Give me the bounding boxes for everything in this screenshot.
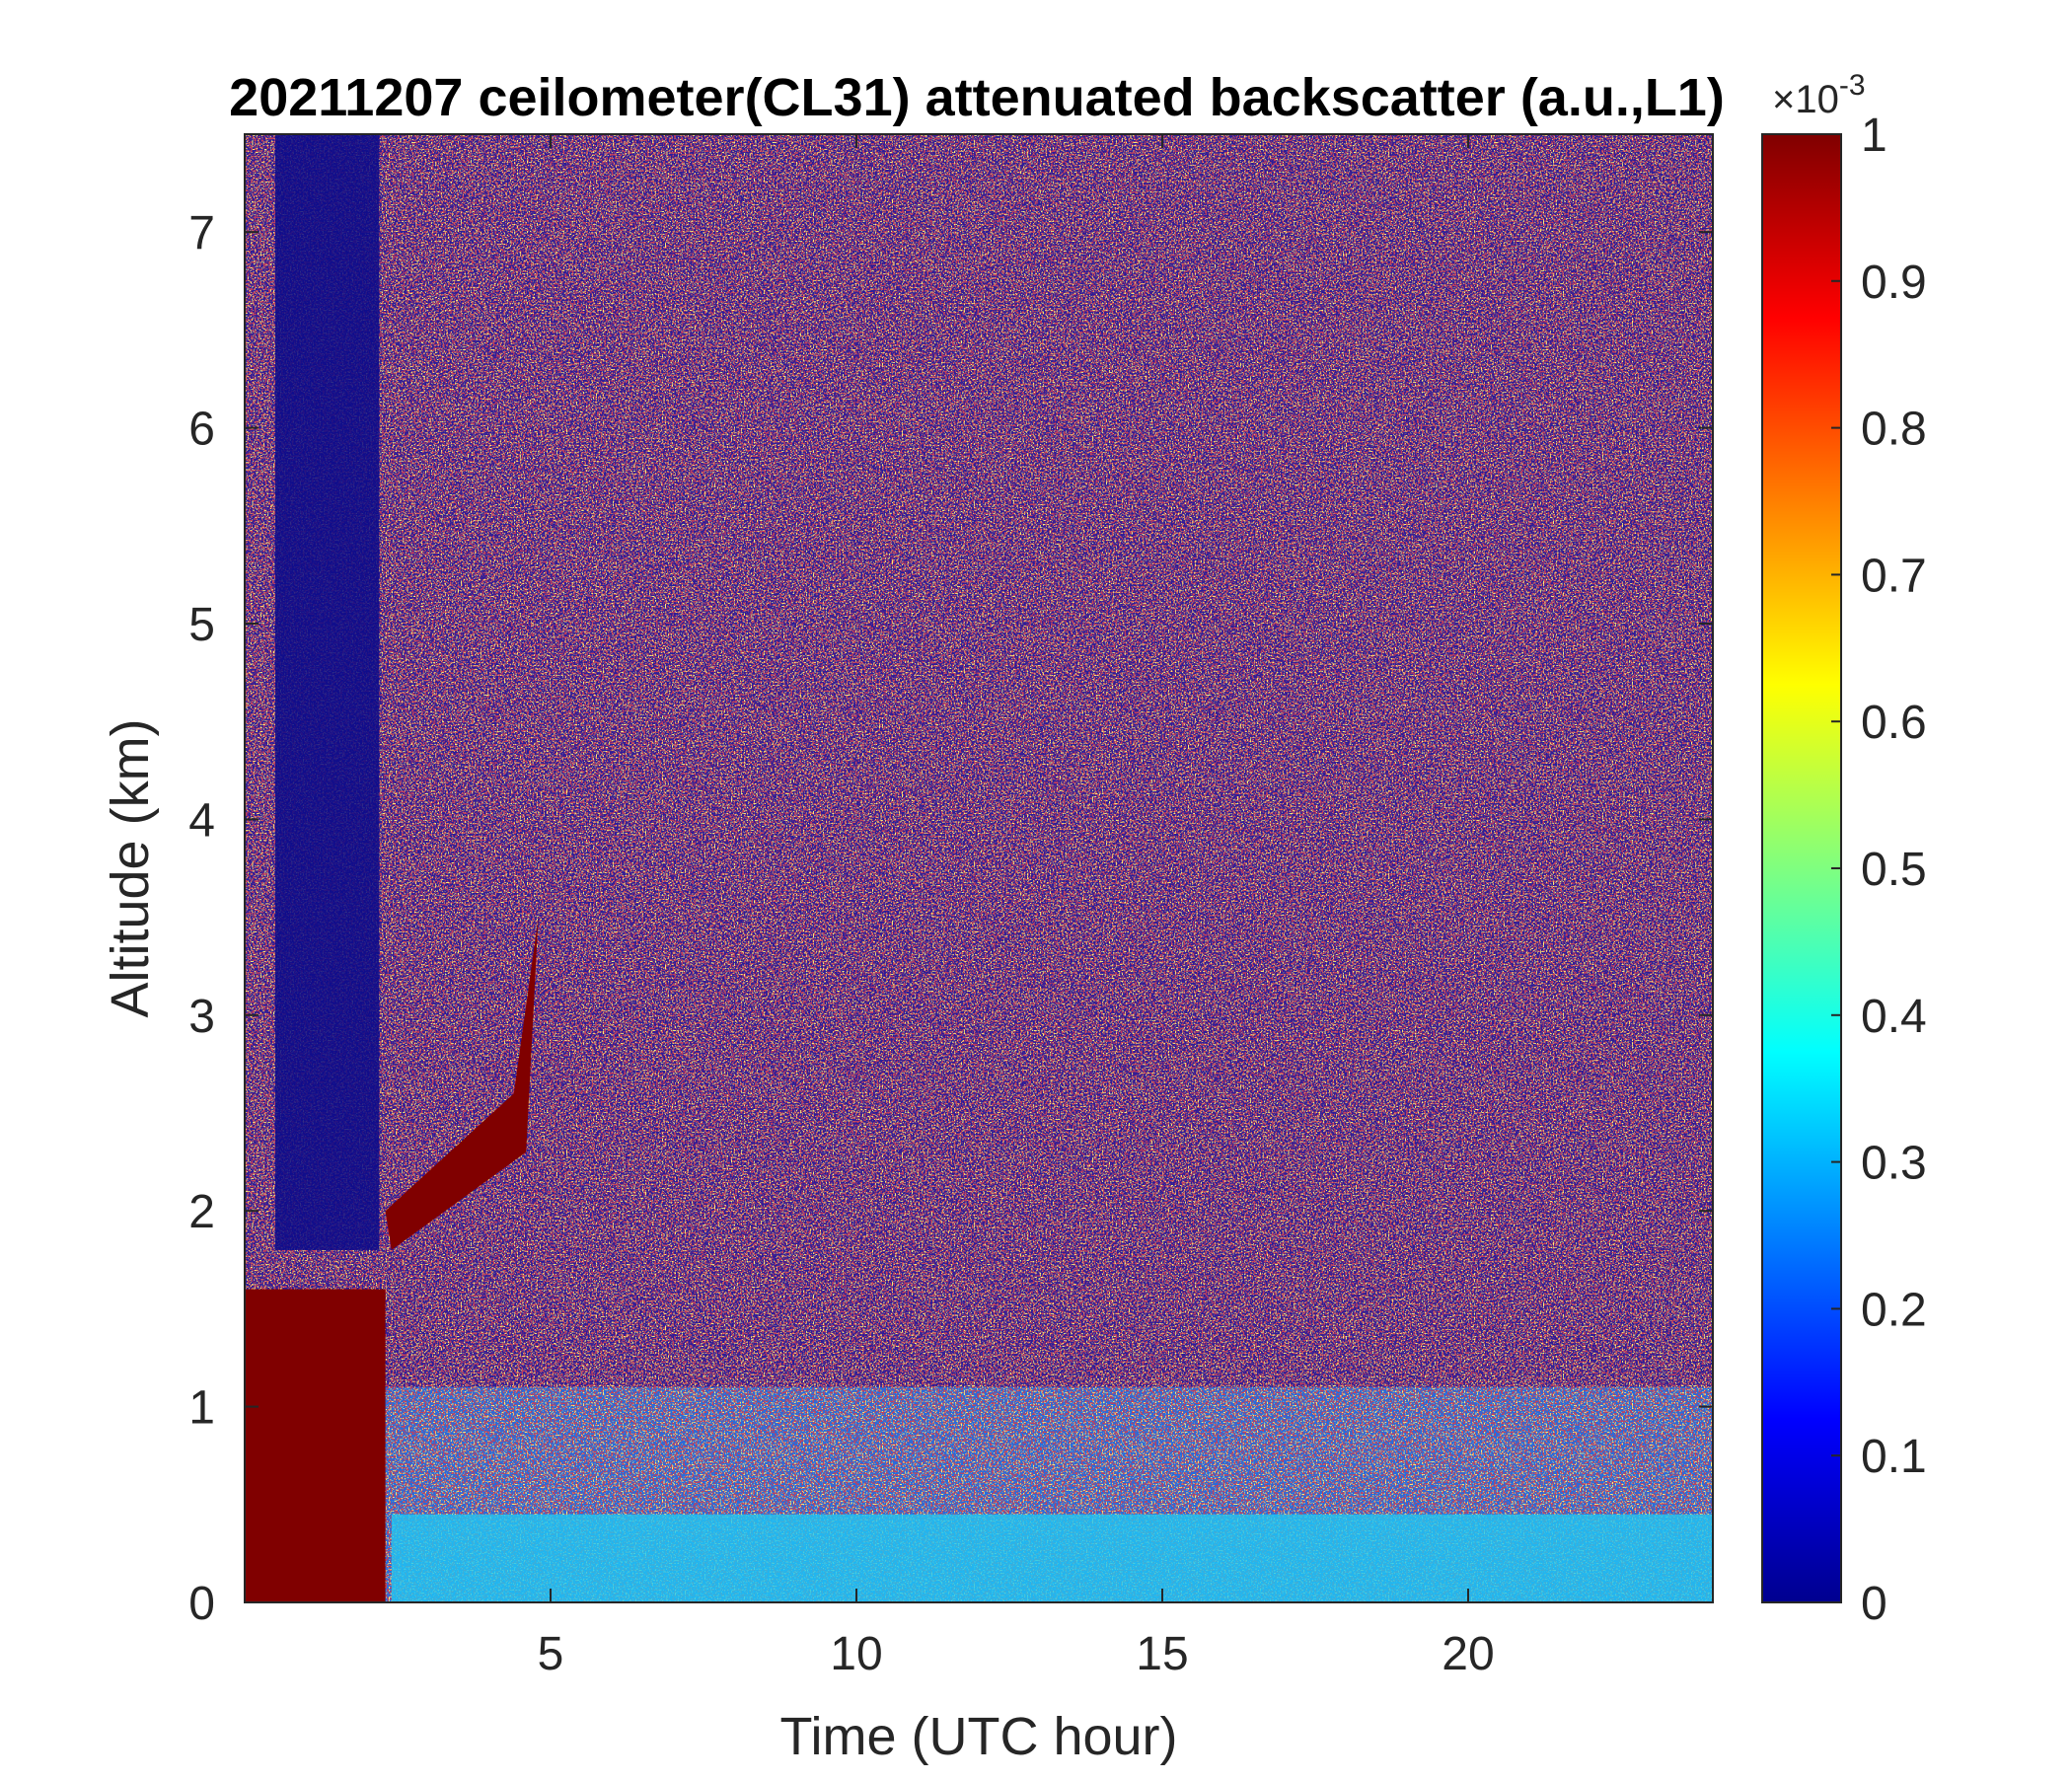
surface-layer bbox=[391, 1514, 1713, 1602]
colorbar-tick-label: 0.7 bbox=[1861, 550, 1927, 602]
plot-frame bbox=[244, 133, 1714, 1603]
colorbar-tick-label: 0.4 bbox=[1861, 991, 1927, 1043]
colorbar: 0 0.1 0.2 0.3 0.4 0.5 0.6 0.7 0.8 0.9 1 ×10-3 bbox=[1761, 69, 1927, 1630]
colorbar-tick-label: 0.3 bbox=[1861, 1138, 1927, 1190]
colorbar-multiplier-base: ×10 bbox=[1772, 78, 1839, 121]
plot-area: 5 10 15 20 0 1 2 3 4 5 6 7 bbox=[188, 133, 1714, 1680]
x-axis-ticks: 5 10 15 20 bbox=[538, 134, 1495, 1680]
y-axis-label: Altitude (km) bbox=[101, 718, 160, 1017]
colorbar-tick-label: 0.6 bbox=[1861, 697, 1927, 749]
x-tick-label: 10 bbox=[830, 1628, 882, 1680]
colorbar-tick-label: 1 bbox=[1861, 110, 1887, 162]
y-axis-ticks: 0 1 2 3 4 5 6 7 bbox=[188, 207, 1713, 1630]
chart-title: 20211207 ceilometer(CL31) attenuated bac… bbox=[229, 68, 1725, 127]
cloud-features bbox=[245, 134, 1713, 1602]
backscatter-noise bbox=[245, 134, 1713, 1602]
colorbar-tick-label: 0.2 bbox=[1861, 1284, 1927, 1336]
colorbar-tick-label: 0.1 bbox=[1861, 1431, 1927, 1483]
clear-column bbox=[275, 134, 380, 1250]
x-tick-label: 5 bbox=[538, 1628, 564, 1680]
y-tick-label: 3 bbox=[188, 991, 215, 1043]
colorbar-gradient bbox=[1761, 133, 1842, 1603]
y-tick-label: 4 bbox=[188, 794, 215, 847]
colorbar-multiplier-exponent: -3 bbox=[1839, 69, 1866, 102]
colorbar-tick-label: 0.8 bbox=[1861, 404, 1927, 456]
colorbar-multiplier: ×10-3 bbox=[1772, 69, 1866, 121]
x-tick-label: 20 bbox=[1442, 1628, 1494, 1680]
colorbar-ticks: 0 0.1 0.2 0.3 0.4 0.5 0.6 0.7 0.8 0.9 1 bbox=[1831, 110, 1927, 1630]
x-tick-label: 15 bbox=[1136, 1628, 1188, 1680]
y-tick-label: 1 bbox=[188, 1382, 215, 1435]
y-tick-label: 2 bbox=[188, 1186, 215, 1238]
y-tick-label: 7 bbox=[188, 207, 215, 260]
heatmap-image bbox=[245, 134, 1713, 1602]
x-axis-label: Time (UTC hour) bbox=[779, 1707, 1177, 1766]
colorbar-tick-label: 0 bbox=[1861, 1578, 1887, 1630]
cloud-streak bbox=[385, 917, 539, 1250]
colorbar-tick-label: 0.9 bbox=[1861, 257, 1927, 309]
low-cloud bbox=[245, 1289, 386, 1602]
colorbar-tick-label: 0.5 bbox=[1861, 844, 1927, 896]
y-tick-label: 5 bbox=[188, 599, 215, 651]
y-tick-label: 0 bbox=[188, 1578, 215, 1630]
y-tick-label: 6 bbox=[188, 404, 215, 456]
